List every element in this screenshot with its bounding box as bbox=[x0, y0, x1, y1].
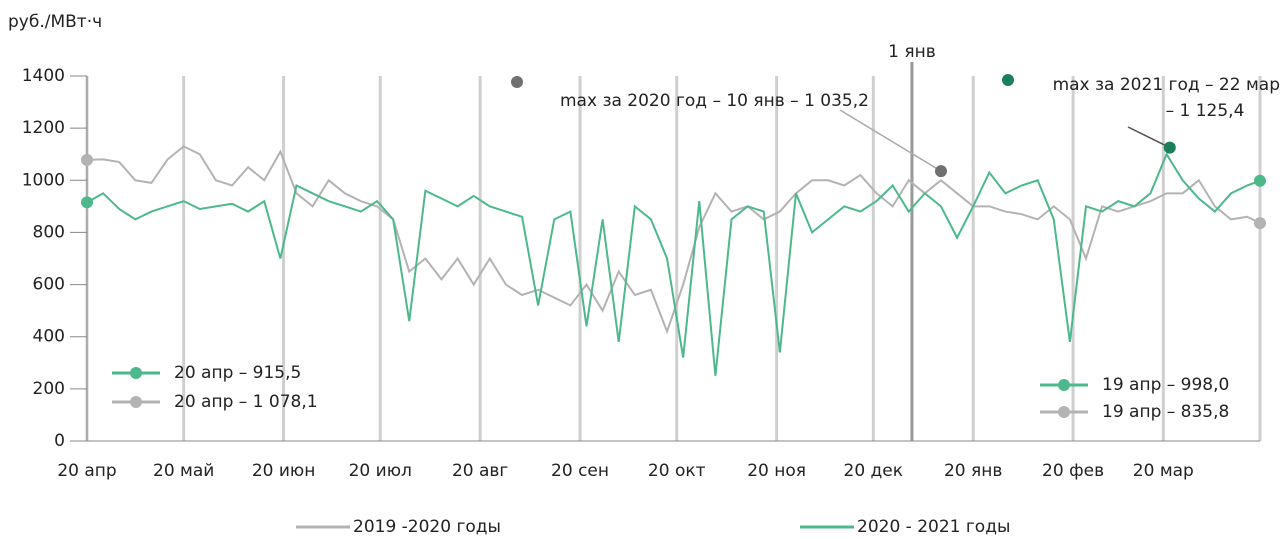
x-tick-label: 20 май bbox=[153, 461, 214, 481]
start-point bbox=[81, 153, 93, 166]
end-point bbox=[1254, 174, 1266, 187]
legend-dot bbox=[1058, 379, 1070, 391]
leader-line bbox=[839, 109, 942, 172]
x-tick-label: 20 мар bbox=[1133, 461, 1194, 481]
legend-dot bbox=[130, 396, 142, 408]
annotation: max за 2021 год – 22 мар bbox=[1053, 75, 1280, 95]
point-label: 20 апр – 915,5 bbox=[174, 363, 301, 383]
point-label: 19 апр – 998,0 bbox=[1102, 375, 1229, 395]
y-tick-label: 400 bbox=[33, 327, 65, 347]
end-point bbox=[1254, 217, 1266, 230]
y-tick-label: 1200 bbox=[22, 118, 65, 138]
max-point bbox=[1163, 141, 1176, 154]
x-tick-label: 20 авг bbox=[452, 461, 508, 481]
y-tick-label: 0 bbox=[54, 431, 65, 451]
point-label: 20 апр – 1 078,1 bbox=[174, 392, 318, 412]
y-tick-label: 1000 bbox=[22, 170, 65, 190]
y-tick-label: 800 bbox=[33, 222, 65, 242]
max-point bbox=[934, 165, 947, 178]
series-line bbox=[86, 152, 1261, 376]
x-tick-label: 20 дек bbox=[844, 461, 904, 481]
x-tick-label: 20 фев bbox=[1042, 461, 1104, 481]
start-point bbox=[81, 196, 93, 209]
annotation: – 1 125,4 bbox=[1166, 101, 1245, 121]
legend-label: 2019 -2020 годы bbox=[353, 517, 501, 537]
x-tick-label: 20 янв bbox=[944, 461, 1002, 481]
annotation: max за 2020 год – 10 янв – 1 035,2 bbox=[560, 91, 869, 111]
y-axis-label: руб./МВт·ч bbox=[8, 12, 102, 32]
annotation-legend-dot bbox=[1002, 74, 1014, 86]
x-tick-label: 20 апр bbox=[57, 461, 116, 481]
vline-label: 1 янв bbox=[888, 42, 936, 62]
x-tick-label: 20 ноя bbox=[747, 461, 806, 481]
y-tick-label: 1400 bbox=[22, 66, 65, 86]
legend-dot bbox=[1058, 406, 1070, 418]
point-label: 19 апр – 835,8 bbox=[1102, 402, 1229, 422]
x-tick-label: 20 июн bbox=[252, 461, 316, 481]
annotation-legend-dot bbox=[511, 76, 523, 88]
y-tick-label: 600 bbox=[33, 275, 65, 295]
x-tick-label: 20 окт bbox=[648, 461, 706, 481]
x-tick-label: 20 сен bbox=[551, 461, 609, 481]
leader-line bbox=[1127, 126, 1171, 149]
legend-dot bbox=[130, 367, 142, 379]
x-tick-label: 20 июл bbox=[349, 461, 412, 481]
y-tick-label: 200 bbox=[33, 379, 65, 399]
legend-label: 2020 - 2021 годы bbox=[857, 517, 1010, 537]
